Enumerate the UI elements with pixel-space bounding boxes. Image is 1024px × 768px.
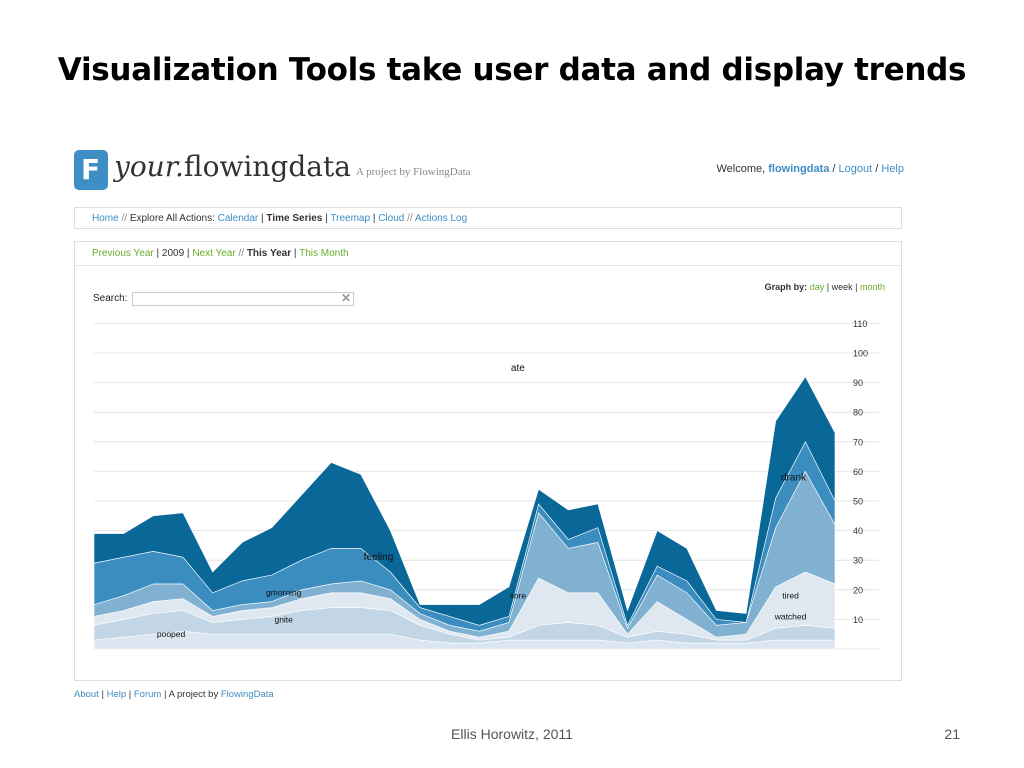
user-welcome: Welcome, flowingdata / Logout / Help [716, 163, 904, 175]
stream-label: watched [774, 611, 807, 621]
footer-flowingdata-link[interactable]: FlowingData [220, 689, 274, 700]
y-tick-label: 30 [853, 556, 863, 566]
y-tick-label: 110 [853, 319, 867, 329]
site-footer: About | Help | Forum | A project by Flow… [74, 689, 274, 700]
y-tick-label: 90 [853, 378, 863, 388]
site-logo[interactable]: your.flowingdata [114, 150, 351, 183]
previous-year-link[interactable]: Previous Year [92, 248, 154, 259]
y-tick-label: 70 [853, 437, 863, 447]
slide-footer: Ellis Horowitz, 2011 [451, 726, 573, 742]
y-tick-label: 80 [853, 408, 863, 418]
search-input[interactable] [132, 292, 354, 306]
nav-home[interactable]: Home [92, 213, 119, 224]
y-tick-label: 40 [853, 526, 863, 536]
separator: | [293, 248, 297, 259]
stream-label: sore [510, 591, 527, 601]
separator: | [372, 213, 376, 224]
graph-by: Graph by: day | week | month [765, 282, 885, 292]
footer-help-link[interactable]: Help [106, 689, 127, 700]
y-tick-label: 100 [853, 349, 868, 359]
stream-label: gnite [274, 614, 293, 624]
logo-letter: F [81, 153, 101, 186]
separator: // [407, 213, 413, 224]
welcome-text: Welcome, [716, 163, 766, 175]
nav-actions-log[interactable]: Actions Log [414, 213, 468, 224]
separator: | [826, 282, 830, 292]
separator: // [121, 213, 128, 224]
separator: | [186, 248, 190, 259]
separator: / [832, 163, 836, 175]
stream-label: tired [782, 591, 799, 601]
separator: // [238, 248, 245, 259]
separator: | [128, 689, 132, 700]
separator: | [325, 213, 328, 224]
this-month-link[interactable]: This Month [299, 248, 349, 259]
nav-time-series[interactable]: Time Series [266, 213, 323, 224]
y-tick-label: 10 [853, 615, 863, 625]
y-tick-label: 20 [853, 585, 863, 595]
year-nav: Previous Year | 2009 | Next Year // This… [75, 242, 901, 266]
footer-forum-link[interactable]: Forum [133, 689, 162, 700]
nav-calendar[interactable]: Calendar [217, 213, 259, 224]
help-link[interactable]: Help [881, 163, 904, 175]
stream-label: feeling [364, 552, 393, 563]
graph-by-week[interactable]: week [831, 282, 853, 292]
stream-layer[interactable] [93, 376, 836, 627]
username-link[interactable]: flowingdata [768, 163, 830, 175]
flowingdata-logo-icon[interactable]: F [74, 150, 108, 190]
y-tick-label: 60 [853, 467, 863, 477]
graph-by-month[interactable]: month [859, 282, 885, 292]
separator: | [261, 213, 264, 224]
separator: / [875, 163, 879, 175]
stream-label: ate [511, 363, 525, 374]
stream-layer[interactable] [93, 441, 836, 632]
footer-about-link[interactable]: About [74, 689, 99, 700]
logo-name: flowingdata [183, 150, 351, 183]
separator: | [855, 282, 858, 292]
footer-project-text: A project by [168, 689, 219, 700]
logo-your: your. [114, 150, 184, 183]
flowingdata-screenshot: F your.flowingdata A project by FlowingD… [74, 146, 906, 706]
slide-title: Visualization Tools take user data and d… [57, 52, 967, 88]
nav-treemap[interactable]: Treemap [330, 213, 371, 224]
logout-link[interactable]: Logout [838, 163, 873, 175]
this-year-link[interactable]: This Year [246, 248, 292, 259]
main-nav: Home // Explore All Actions: Calendar | … [74, 207, 902, 229]
stream-label: drank [781, 472, 807, 483]
site-tagline: A project by FlowingData [356, 166, 471, 178]
page-number: 21 [944, 726, 960, 742]
graph-by-label: Graph by: [764, 282, 808, 292]
graph-by-day[interactable]: day [809, 282, 825, 292]
separator: | [101, 689, 104, 700]
explore-label: Explore All Actions: [129, 213, 215, 224]
search-label: Search: [93, 293, 128, 304]
stream-label: pooped [157, 629, 186, 639]
close-icon[interactable]: ✕ [341, 291, 352, 305]
nav-cloud[interactable]: Cloud [378, 213, 405, 224]
current-year: 2009 [161, 248, 185, 259]
y-tick-label: 50 [853, 497, 863, 507]
stream-label: gmorning [266, 588, 302, 598]
streamgraph-chart[interactable]: 10 20 30 40 50 60 70 80 90 100 110 pooped gnite gmorn… [75, 242, 901, 680]
chart-panel: Previous Year | 2009 | Next Year // This… [74, 241, 902, 681]
next-year-link[interactable]: Next Year [192, 248, 236, 259]
separator: | [163, 689, 167, 700]
separator: | [156, 248, 160, 259]
